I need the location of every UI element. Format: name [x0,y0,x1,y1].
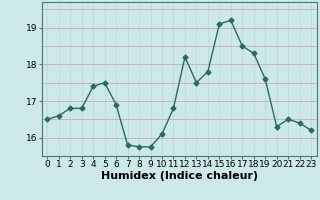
X-axis label: Humidex (Indice chaleur): Humidex (Indice chaleur) [100,171,258,181]
